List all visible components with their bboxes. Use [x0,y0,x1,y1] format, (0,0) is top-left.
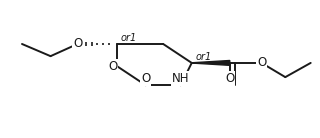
Text: O: O [108,60,117,73]
Text: or1: or1 [196,52,212,62]
Text: O: O [225,72,235,85]
Text: NH: NH [172,72,189,85]
Text: O: O [73,38,82,51]
Polygon shape [192,60,230,65]
Text: or1: or1 [121,33,137,43]
Text: O: O [257,56,266,69]
Text: O: O [141,72,150,85]
